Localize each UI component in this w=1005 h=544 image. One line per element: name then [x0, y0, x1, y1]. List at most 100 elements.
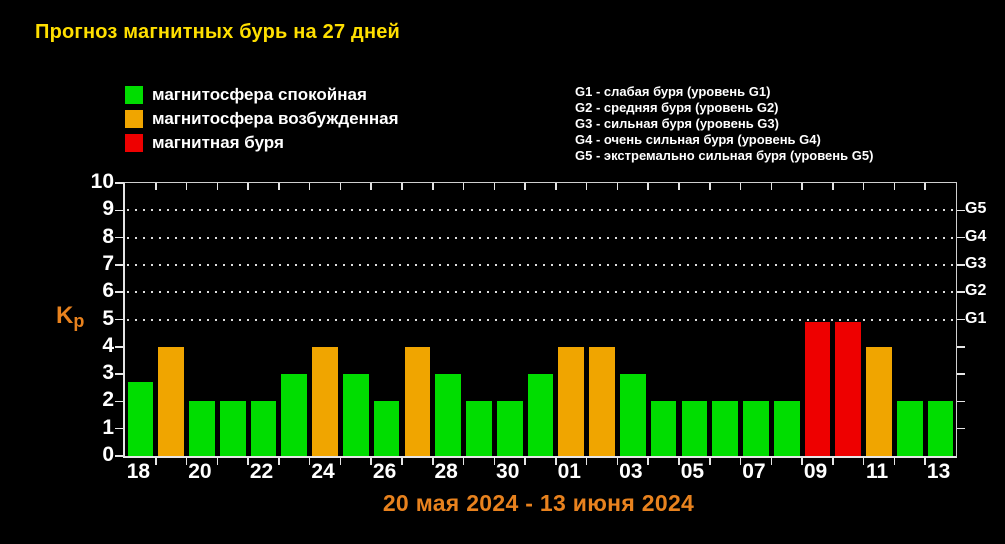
right-tick-5 — [957, 318, 965, 321]
x-axis-label-03: 03 — [619, 460, 643, 483]
y-tick-7 — [115, 264, 124, 266]
bar-day-12 — [896, 401, 923, 456]
bar-day-03 — [619, 374, 646, 456]
bar-day-23 — [281, 374, 308, 456]
x-axis-label-20: 20 — [188, 460, 212, 483]
top-tick — [893, 183, 896, 190]
y-tick-1 — [115, 427, 124, 430]
x-axis-label-05: 05 — [680, 460, 705, 483]
bar-day-31 — [527, 374, 554, 456]
bar-day-26 — [373, 401, 400, 456]
bottom-tick — [616, 458, 619, 465]
y-axis-label-2: 2 — [102, 388, 114, 412]
top-tick — [155, 183, 157, 190]
bottom-tick — [709, 458, 711, 465]
bar-day-27 — [404, 346, 431, 456]
x-axis-label-01: 01 — [557, 460, 581, 483]
storm-level-legend: G1 - слабая буря (уровень G1) G2 - средн… — [575, 84, 873, 164]
y-axis-label-0: 0 — [102, 443, 114, 466]
gridline-kp-8 — [127, 236, 954, 239]
y-tick-6 — [115, 291, 124, 293]
legend-item-excited: магнитосфера возбужденная — [125, 109, 399, 128]
gridline-kp-5 — [127, 318, 954, 321]
g-scale-line: G5 - экстремально сильная буря (уровень … — [575, 148, 874, 163]
right-axis-label-g2: G2 — [965, 282, 987, 300]
page-title: Прогноз магнитных бурь на 27 дней — [35, 21, 401, 43]
y-axis-label-8: 8 — [102, 224, 114, 248]
top-tick — [278, 183, 280, 190]
y-tick-3 — [115, 373, 124, 375]
top-tick — [678, 183, 680, 190]
x-axis-label-26: 26 — [372, 460, 397, 483]
bar-day-10 — [835, 322, 862, 456]
bottom-tick — [678, 458, 680, 465]
x-axis-label-11: 11 — [865, 460, 889, 483]
bottom-tick — [739, 458, 742, 465]
x-axis-label-18: 18 — [126, 460, 151, 483]
top-tick — [862, 183, 865, 190]
bar-day-19 — [158, 346, 185, 456]
bar-day-22 — [250, 401, 277, 456]
bar-day-21 — [219, 401, 246, 456]
legend-item-storm: магнитная буря — [125, 133, 399, 152]
legend-label: магнитосфера спокойная — [152, 85, 367, 104]
gridline-kp-9 — [127, 209, 954, 212]
bar-day-13 — [927, 401, 954, 456]
top-tick — [709, 183, 711, 190]
y-tick-5 — [115, 318, 124, 321]
top-tick — [339, 183, 342, 190]
bottom-tick — [832, 458, 834, 465]
bottom-tick — [924, 458, 926, 465]
right-axis-label-g1: G1 — [965, 309, 987, 327]
bar-day-25 — [342, 374, 369, 456]
bar-day-30 — [496, 401, 523, 456]
bottom-tick — [185, 458, 188, 465]
x-axis-label-07: 07 — [742, 460, 766, 483]
top-tick — [832, 183, 834, 190]
top-tick — [185, 183, 188, 190]
bottom-tick — [524, 458, 526, 465]
right-tick-3 — [957, 373, 965, 375]
y-axis-label-10: 10 — [90, 170, 114, 193]
right-axis-label-g4: G4 — [965, 227, 987, 245]
bottom-tick — [462, 458, 465, 465]
top-tick — [308, 183, 311, 190]
y-axis-label-6: 6 — [102, 279, 114, 303]
quiet-color-swatch — [125, 86, 143, 104]
bar-day-24 — [312, 346, 338, 456]
y-tick-4 — [115, 346, 124, 348]
top-tick — [739, 183, 742, 190]
y-axis-label-3: 3 — [102, 361, 114, 385]
x-axis-label-24: 24 — [311, 460, 335, 483]
bottom-tick — [801, 458, 803, 465]
bottom-tick — [278, 458, 280, 465]
right-tick-6 — [957, 291, 965, 293]
bar-day-02 — [589, 346, 615, 456]
bar-day-07 — [743, 401, 769, 456]
top-tick — [216, 183, 219, 190]
bar-day-06 — [712, 401, 739, 456]
y-tick-9 — [115, 209, 124, 212]
right-tick-2 — [957, 400, 965, 403]
y-axis-title-kp: Kp — [56, 302, 85, 332]
y-axis-label-9: 9 — [102, 197, 114, 221]
bar-day-05 — [681, 401, 708, 456]
right-tick-4 — [957, 346, 965, 348]
bottom-tick — [216, 458, 219, 465]
x-axis-label-13: 13 — [926, 460, 951, 483]
bar-day-09 — [804, 322, 831, 456]
top-tick — [493, 183, 496, 190]
top-tick — [924, 183, 926, 190]
bar-day-18 — [127, 382, 154, 456]
bottom-tick — [155, 458, 157, 465]
bar-day-04 — [650, 401, 677, 456]
storm-color-swatch — [125, 134, 143, 152]
top-tick — [616, 183, 619, 190]
right-axis-label-g5: G5 — [965, 200, 987, 218]
bottom-tick — [247, 458, 249, 465]
top-tick — [770, 183, 773, 190]
excited-color-swatch — [125, 110, 143, 128]
bottom-tick — [308, 458, 311, 465]
bottom-tick — [893, 458, 896, 465]
